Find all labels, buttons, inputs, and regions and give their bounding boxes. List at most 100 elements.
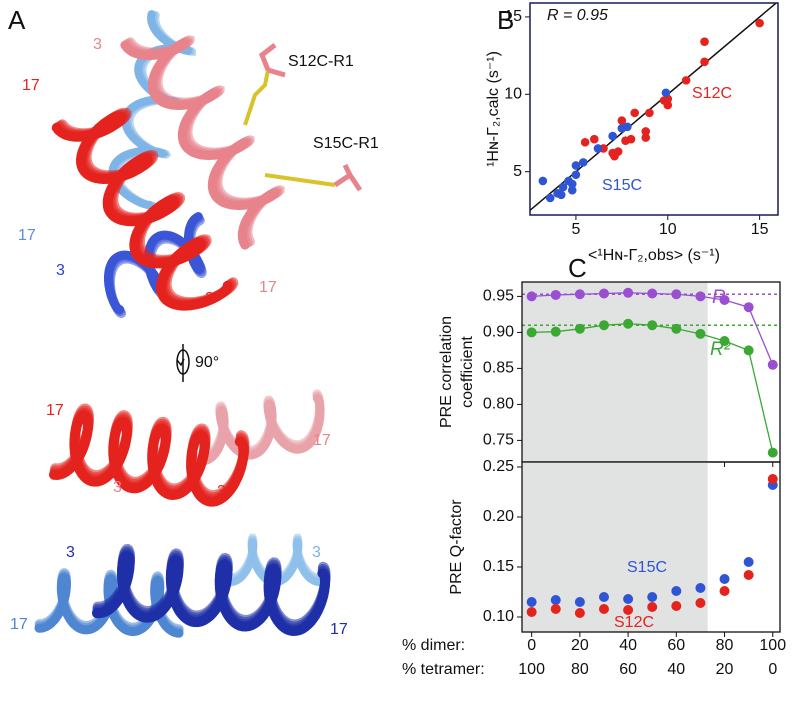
rotation-label: 90° bbox=[195, 354, 219, 371]
series-label: R bbox=[712, 287, 726, 308]
point bbox=[571, 170, 581, 180]
x-tick-label: 80 bbox=[716, 637, 734, 654]
point bbox=[574, 597, 585, 607]
residue-label: 17 bbox=[259, 279, 277, 296]
point bbox=[719, 336, 730, 347]
x-tick-label: 0 bbox=[527, 637, 536, 654]
point bbox=[574, 608, 585, 618]
residue-label: 3 bbox=[66, 544, 75, 561]
point bbox=[538, 176, 548, 186]
residue-label: 17 bbox=[22, 77, 40, 94]
point bbox=[558, 182, 568, 192]
x-tick-label: 60 bbox=[667, 637, 685, 654]
identity-line bbox=[530, 3, 778, 211]
y-tick-label: 0.15 bbox=[483, 558, 514, 575]
point bbox=[526, 327, 537, 338]
point bbox=[647, 320, 658, 331]
point bbox=[647, 602, 658, 612]
x-tick-label: 5 bbox=[571, 221, 580, 238]
point bbox=[700, 57, 709, 67]
point bbox=[556, 190, 566, 200]
residue-label: 3 bbox=[113, 479, 122, 496]
x2-axis-label: % tetramer: bbox=[402, 661, 485, 678]
helix bbox=[198, 393, 325, 466]
residue-label: 17 bbox=[46, 402, 64, 419]
residue-label: 17 bbox=[313, 432, 331, 449]
point bbox=[755, 18, 764, 28]
x2-tick-label: 60 bbox=[619, 661, 637, 678]
point bbox=[623, 605, 634, 615]
point bbox=[641, 133, 651, 142]
helix bbox=[34, 572, 184, 638]
y-tick-label: 0.80 bbox=[483, 396, 514, 413]
residue-label: S12C-R1 bbox=[288, 53, 354, 70]
point bbox=[580, 137, 590, 147]
point bbox=[767, 474, 778, 484]
point bbox=[743, 557, 754, 567]
y-tick-label: 0.25 bbox=[483, 458, 514, 475]
y-tick-label: 0.90 bbox=[483, 324, 514, 341]
y-tick-label: 10 bbox=[504, 86, 522, 103]
helix bbox=[104, 212, 205, 315]
side-chain bbox=[264, 173, 336, 187]
point bbox=[645, 108, 654, 118]
point bbox=[621, 136, 630, 146]
y-axis-label: PRE Q-factor bbox=[448, 499, 465, 595]
point bbox=[671, 323, 682, 334]
point bbox=[589, 134, 599, 144]
point bbox=[671, 601, 682, 611]
y-tick-label: 0.85 bbox=[483, 360, 514, 377]
residue-label: 17 bbox=[330, 621, 348, 638]
x-tick-label: 15 bbox=[751, 221, 769, 238]
point bbox=[661, 88, 671, 98]
x2-tick-label: 20 bbox=[716, 661, 734, 678]
point bbox=[743, 302, 754, 313]
point bbox=[608, 148, 617, 158]
x2-tick-label: 0 bbox=[768, 661, 777, 678]
point bbox=[767, 359, 778, 370]
residue-label: 17 bbox=[10, 616, 28, 633]
x-axis-label: <¹Hɴ-Γ₂,obs> (s⁻¹) bbox=[588, 247, 720, 264]
helix bbox=[51, 111, 233, 311]
point bbox=[641, 127, 651, 136]
plot-frame bbox=[521, 461, 781, 633]
point bbox=[550, 326, 561, 337]
x-tick-label: 100 bbox=[759, 637, 786, 654]
point bbox=[574, 323, 585, 334]
residue-label: 3 bbox=[205, 290, 214, 307]
y-axis-label: PRE correlation bbox=[438, 316, 455, 428]
point bbox=[567, 179, 577, 189]
point bbox=[700, 37, 709, 46]
point bbox=[671, 586, 682, 596]
shaded-region bbox=[522, 282, 708, 462]
point bbox=[719, 295, 730, 305]
x-tick-label: 10 bbox=[659, 221, 677, 238]
plot-frame bbox=[529, 2, 779, 216]
series-label: S12C bbox=[692, 85, 732, 102]
point bbox=[593, 144, 603, 153]
point bbox=[695, 598, 706, 608]
point bbox=[630, 108, 640, 118]
point bbox=[623, 287, 634, 298]
annotation: R = 0.95 bbox=[547, 7, 608, 24]
rotation-icon bbox=[176, 344, 190, 382]
y-tick-label: 5 bbox=[513, 163, 522, 180]
helix bbox=[49, 410, 249, 507]
point bbox=[623, 594, 634, 604]
point bbox=[598, 604, 609, 614]
point bbox=[550, 604, 561, 614]
point bbox=[545, 193, 555, 203]
point bbox=[719, 574, 730, 584]
side-chain bbox=[243, 69, 270, 126]
point bbox=[671, 289, 682, 300]
x-axis-label: % dimer: bbox=[402, 637, 465, 654]
residue-label: 3 bbox=[56, 262, 65, 279]
y-tick-label: 0.75 bbox=[483, 432, 514, 449]
y-tick-label: 15 bbox=[504, 8, 522, 25]
point bbox=[767, 447, 778, 458]
point bbox=[623, 318, 634, 329]
point bbox=[743, 570, 754, 580]
point bbox=[647, 592, 658, 602]
y-axis-label: ¹Hɴ-Γ₂,calc (s⁻¹) bbox=[485, 51, 502, 167]
point bbox=[659, 96, 669, 105]
